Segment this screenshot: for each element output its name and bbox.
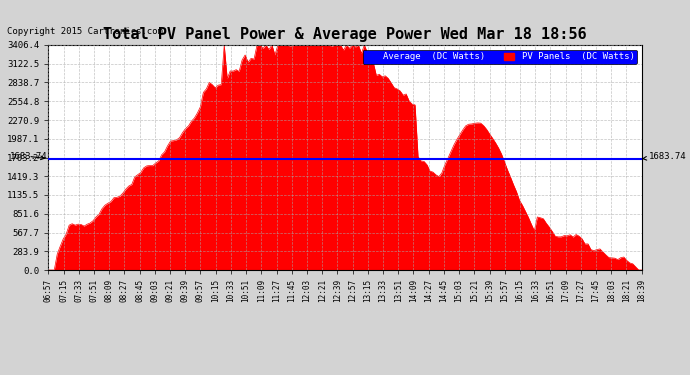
Title: Total PV Panel Power & Average Power Wed Mar 18 18:56: Total PV Panel Power & Average Power Wed…: [104, 27, 586, 42]
Text: 1683.74: 1683.74: [642, 152, 687, 161]
Legend: Average  (DC Watts), PV Panels  (DC Watts): Average (DC Watts), PV Panels (DC Watts): [363, 50, 637, 64]
Text: Copyright 2015 Cartronics.com: Copyright 2015 Cartronics.com: [7, 27, 163, 36]
Text: 1683.74: 1683.74: [10, 152, 47, 161]
